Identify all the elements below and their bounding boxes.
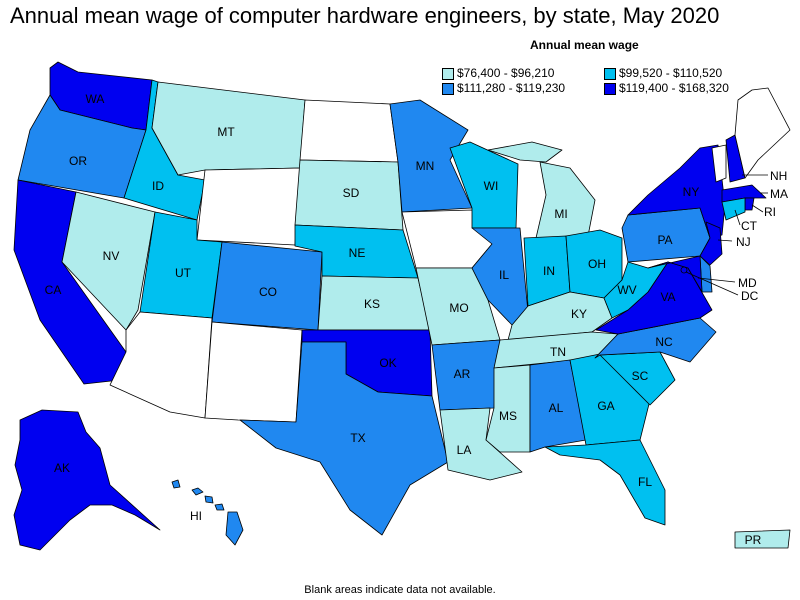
label-id: ID [152, 179, 164, 193]
label-ak: AK [54, 461, 70, 475]
state-md[interactable] [647, 255, 703, 293]
label-ky: KY [571, 307, 587, 321]
label-ks: KS [364, 297, 380, 311]
legend-label-c4: $119,400 - $168,320 [619, 81, 729, 95]
state-vt[interactable] [711, 144, 727, 183]
state-nj[interactable] [699, 221, 723, 266]
label-mi: MI [554, 207, 567, 221]
label-ok: OK [379, 356, 396, 370]
label-or: OR [69, 154, 87, 168]
label-dc: DC [741, 289, 759, 303]
state-nm[interactable] [204, 321, 303, 423]
legend-swatch-c3 [442, 82, 454, 95]
legend-swatch-c1 [442, 67, 454, 80]
label-ny: NY [683, 185, 700, 199]
state-la[interactable] [439, 407, 523, 481]
state-al[interactable] [529, 359, 587, 453]
legend-label-c2: $99,520 - $110,520 [619, 66, 723, 80]
legend-title: Annual mean wage [530, 38, 639, 52]
label-il: IL [499, 268, 509, 282]
state-il[interactable] [471, 227, 529, 326]
label-va: VA [660, 290, 675, 304]
label-sc: SC [632, 369, 649, 383]
label-wv: WV [617, 283, 636, 297]
state-nv[interactable] [61, 191, 156, 331]
label-al: AL [549, 401, 564, 415]
state-mo[interactable] [415, 267, 501, 346]
state-me[interactable] [734, 87, 791, 179]
legend-item-c3: $111,280 - $119,230 [442, 81, 565, 95]
label-oh: OH [588, 257, 606, 271]
state-ct[interactable] [721, 197, 746, 221]
label-nc: NC [655, 335, 673, 349]
state-hi[interactable] [171, 479, 244, 546]
leader-ri [751, 204, 764, 213]
leader-dc [685, 271, 739, 296]
label-sd: SD [343, 186, 360, 200]
leader-md [697, 277, 736, 283]
label-ri: RI [764, 205, 776, 219]
label-la: LA [457, 443, 472, 457]
label-ct: CT [741, 219, 758, 233]
label-tn: TN [550, 345, 566, 359]
label-nv: NV [103, 249, 120, 263]
state-dc[interactable] [680, 266, 688, 274]
label-co: CO [259, 285, 277, 299]
label-mn: MN [416, 159, 435, 173]
state-wy[interactable] [196, 167, 301, 246]
label-ma: MA [770, 187, 788, 201]
state-pr[interactable] [734, 529, 791, 549]
label-ca: CA [45, 283, 62, 297]
legend-item-c1: $76,400 - $96,210 [442, 66, 554, 80]
state-mn[interactable] [389, 99, 473, 213]
legend-label-c3: $111,280 - $119,230 [457, 81, 566, 95]
label-ar: AR [454, 367, 471, 381]
state-ri[interactable] [744, 197, 755, 211]
legend-item-c4: $119,400 - $168,320 [604, 81, 729, 95]
label-wa: WA [86, 92, 105, 106]
leader-ct [734, 209, 741, 226]
state-ma[interactable] [721, 184, 767, 203]
label-nh: NH [770, 169, 787, 183]
label-mt: MT [217, 125, 235, 139]
label-pa: PA [657, 233, 672, 247]
legend-swatch-c2 [604, 67, 616, 80]
label-tx: TX [350, 431, 365, 445]
label-mo: MO [449, 301, 468, 315]
label-hi: HI [190, 509, 202, 523]
state-fl[interactable] [544, 439, 666, 526]
label-pr: PR [745, 533, 762, 547]
label-ne: NE [349, 246, 366, 260]
state-nd[interactable] [299, 99, 399, 163]
label-ga: GA [597, 399, 614, 413]
label-in: IN [543, 264, 555, 278]
label-wi: WI [484, 179, 499, 193]
legend-swatch-c4 [604, 82, 616, 95]
legend-item-c2: $99,520 - $110,520 [604, 66, 722, 80]
leader-nj [717, 239, 733, 242]
label-md: MD [738, 276, 757, 290]
map-title: Annual mean wage of computer hardware en… [10, 3, 720, 28]
state-tx[interactable] [239, 341, 449, 536]
footnote: Blank areas indicate data not available. [304, 584, 496, 596]
label-fl: FL [638, 475, 652, 489]
label-ms: MS [499, 409, 517, 423]
legend-label-c1: $76,400 - $96,210 [457, 66, 555, 80]
label-ut: UT [175, 266, 192, 280]
label-nj: NJ [736, 235, 751, 249]
state-ak[interactable] [13, 409, 161, 551]
